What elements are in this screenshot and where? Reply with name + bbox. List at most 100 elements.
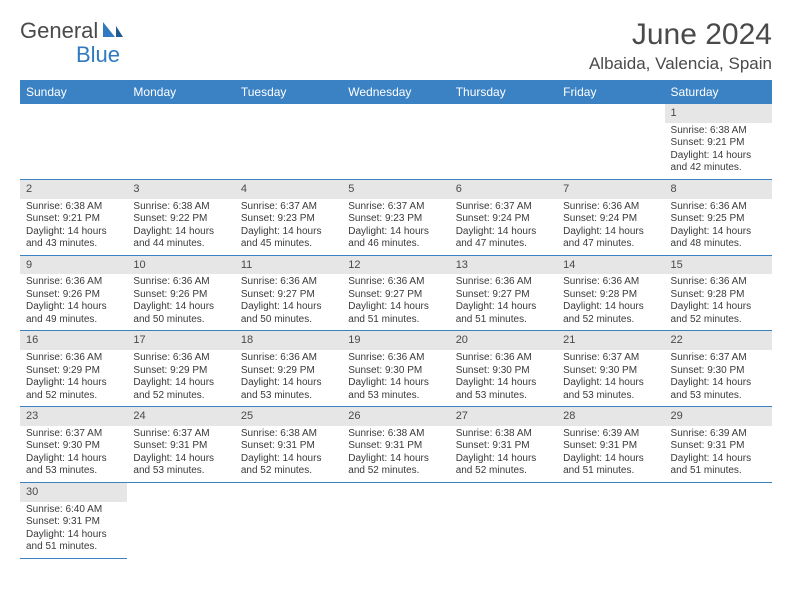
daylight-line-1: Daylight: 14 hours [241,301,336,314]
day-cell: Sunrise: 6:36 AMSunset: 9:25 PMDaylight:… [665,199,772,256]
sunrise-line: Sunrise: 6:36 AM [563,201,658,214]
daylight-line-1: Daylight: 14 hours [26,226,121,239]
sunset-line: Sunset: 9:29 PM [26,365,121,378]
weekday-friday: Friday [557,80,664,104]
daylight-line-2: and 50 minutes. [241,314,336,327]
day-cell: Sunrise: 6:36 AMSunset: 9:27 PMDaylight:… [235,274,342,331]
sunrise-line: Sunrise: 6:36 AM [456,276,551,289]
sunrise-line: Sunrise: 6:38 AM [133,201,228,214]
day-cell: Sunrise: 6:36 AMSunset: 9:29 PMDaylight:… [235,350,342,407]
daylight-line-2: and 46 minutes. [348,238,443,251]
sunset-line: Sunset: 9:31 PM [241,440,336,453]
day-number: 20 [450,331,557,350]
day-number [20,104,127,123]
sunset-line: Sunset: 9:28 PM [563,289,658,302]
daylight-line-1: Daylight: 14 hours [348,453,443,466]
day-number: 9 [20,255,127,274]
sunrise-line: Sunrise: 6:37 AM [133,428,228,441]
sunrise-line: Sunrise: 6:37 AM [456,201,551,214]
daylight-line-2: and 51 minutes. [671,465,766,478]
sunrise-line: Sunrise: 6:36 AM [671,201,766,214]
daylight-line-2: and 53 minutes. [241,390,336,403]
sunset-line: Sunset: 9:24 PM [456,213,551,226]
day-number: 4 [235,179,342,198]
sunset-line: Sunset: 9:31 PM [26,516,121,529]
day-number [450,104,557,123]
day-cell: Sunrise: 6:36 AMSunset: 9:26 PMDaylight:… [20,274,127,331]
day-number [235,104,342,123]
day-number [127,482,234,501]
sunrise-line: Sunrise: 6:38 AM [671,125,766,138]
sunset-line: Sunset: 9:28 PM [671,289,766,302]
daylight-line-1: Daylight: 14 hours [671,453,766,466]
day-cell: Sunrise: 6:37 AMSunset: 9:24 PMDaylight:… [450,199,557,256]
sunrise-line: Sunrise: 6:38 AM [241,428,336,441]
day-cell: Sunrise: 6:36 AMSunset: 9:29 PMDaylight:… [127,350,234,407]
sunset-line: Sunset: 9:30 PM [348,365,443,378]
day-number: 21 [557,331,664,350]
daylight-line-1: Daylight: 14 hours [241,226,336,239]
day-number [665,482,772,501]
day-cell: Sunrise: 6:36 AMSunset: 9:24 PMDaylight:… [557,199,664,256]
daylight-line-1: Daylight: 14 hours [133,377,228,390]
daynum-row: 1 [20,104,772,123]
sunset-line: Sunset: 9:30 PM [26,440,121,453]
sunset-line: Sunset: 9:27 PM [348,289,443,302]
daylight-line-1: Daylight: 14 hours [348,377,443,390]
day-number: 19 [342,331,449,350]
logo-text-blue: Blue [76,42,120,67]
day-cell [665,502,772,559]
sunrise-line: Sunrise: 6:36 AM [133,352,228,365]
sunset-line: Sunset: 9:31 PM [348,440,443,453]
daylight-line-2: and 52 minutes. [563,314,658,327]
day-cell [342,123,449,180]
sunrise-line: Sunrise: 6:37 AM [26,428,121,441]
day-cell: Sunrise: 6:37 AMSunset: 9:30 PMDaylight:… [665,350,772,407]
day-number: 30 [20,482,127,501]
day-number: 8 [665,179,772,198]
day-cell: Sunrise: 6:37 AMSunset: 9:31 PMDaylight:… [127,426,234,483]
sunset-line: Sunset: 9:31 PM [456,440,551,453]
day-number: 27 [450,407,557,426]
daylight-line-2: and 52 minutes. [241,465,336,478]
daynum-row: 23242526272829 [20,407,772,426]
sunrise-line: Sunrise: 6:36 AM [563,276,658,289]
daylight-line-1: Daylight: 14 hours [456,226,551,239]
day-number: 5 [342,179,449,198]
daylight-line-2: and 49 minutes. [26,314,121,327]
daylight-line-2: and 48 minutes. [671,238,766,251]
sunrise-line: Sunrise: 6:40 AM [26,504,121,517]
day-number: 29 [665,407,772,426]
day-cell [127,502,234,559]
day-number: 25 [235,407,342,426]
sunset-line: Sunset: 9:31 PM [671,440,766,453]
day-number: 10 [127,255,234,274]
weekday-thursday: Thursday [450,80,557,104]
day-cell: Sunrise: 6:36 AMSunset: 9:28 PMDaylight:… [665,274,772,331]
sunrise-line: Sunrise: 6:39 AM [671,428,766,441]
day-cell: Sunrise: 6:36 AMSunset: 9:28 PMDaylight:… [557,274,664,331]
weekday-sunday: Sunday [20,80,127,104]
daylight-line-1: Daylight: 14 hours [456,301,551,314]
daylight-line-1: Daylight: 14 hours [133,301,228,314]
daylight-line-1: Daylight: 14 hours [348,226,443,239]
day-number [557,104,664,123]
day-cell: Sunrise: 6:36 AMSunset: 9:26 PMDaylight:… [127,274,234,331]
sunset-line: Sunset: 9:29 PM [241,365,336,378]
sunrise-line: Sunrise: 6:38 AM [348,428,443,441]
sunrise-line: Sunrise: 6:36 AM [133,276,228,289]
daylight-line-2: and 53 minutes. [456,390,551,403]
daylight-line-1: Daylight: 14 hours [241,453,336,466]
day-number: 13 [450,255,557,274]
day-cell: Sunrise: 6:38 AMSunset: 9:31 PMDaylight:… [342,426,449,483]
daylight-line-2: and 44 minutes. [133,238,228,251]
day-number: 18 [235,331,342,350]
day-cell [557,123,664,180]
day-number: 14 [557,255,664,274]
day-content-row: Sunrise: 6:38 AMSunset: 9:21 PMDaylight:… [20,199,772,256]
daylight-line-1: Daylight: 14 hours [26,377,121,390]
sunrise-line: Sunrise: 6:37 AM [563,352,658,365]
day-number: 11 [235,255,342,274]
daylight-line-1: Daylight: 14 hours [671,150,766,163]
daylight-line-1: Daylight: 14 hours [26,301,121,314]
